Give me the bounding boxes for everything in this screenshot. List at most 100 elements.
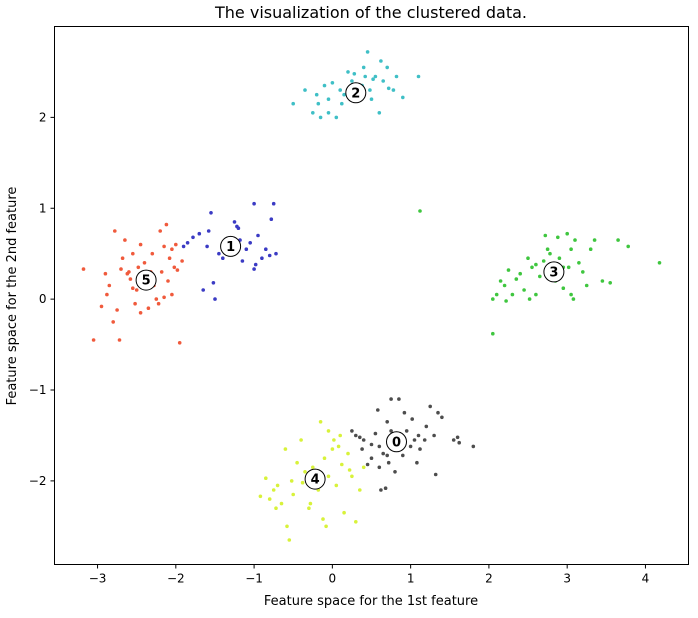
- cluster-4-point: [271, 488, 276, 492]
- cluster-5-point: [81, 267, 86, 271]
- cluster-2-point: [381, 79, 386, 83]
- cluster-1-point: [236, 226, 241, 230]
- cluster-3-point: [616, 238, 620, 242]
- cluster-4-point: [311, 465, 315, 470]
- cluster-3-point: [573, 238, 577, 242]
- cluster-3-point: [538, 274, 542, 279]
- cluster-2-point: [385, 65, 390, 70]
- cluster-3-point: [588, 247, 593, 251]
- cluster-3-point: [418, 209, 422, 213]
- cluster-1-point: [252, 267, 256, 271]
- cluster-0-center-label: 0: [392, 435, 401, 450]
- cluster-5-point: [91, 338, 96, 342]
- cluster-5-point: [162, 295, 166, 300]
- cluster-5-point: [111, 320, 115, 324]
- cluster-1-point: [221, 256, 225, 261]
- cluster-0-point: [410, 417, 415, 421]
- cluster-2-point: [401, 95, 405, 100]
- cluster-0-point: [428, 404, 433, 409]
- x-tick-label: 4: [642, 572, 650, 586]
- cluster-0-point: [376, 408, 380, 412]
- cluster-0-point: [408, 444, 413, 449]
- cluster-2-point: [394, 74, 399, 79]
- cluster-0-point: [436, 410, 440, 415]
- cluster-5-point: [113, 229, 117, 233]
- cluster-4-point: [283, 447, 288, 451]
- cluster-5-point: [172, 265, 177, 270]
- cluster-3-point: [592, 238, 597, 242]
- cluster-5-point: [167, 256, 172, 261]
- cluster-5-center-marker: [135, 269, 157, 291]
- cluster-3-point: [581, 270, 585, 274]
- cluster-3-point: [534, 292, 538, 297]
- cluster-5-point: [164, 222, 169, 227]
- y-tick-label: −2: [29, 474, 47, 488]
- cluster-5-point: [123, 238, 127, 242]
- cluster-4-point: [361, 465, 366, 470]
- chart-title: The visualization of the clustered data.: [214, 3, 527, 22]
- cluster-1-point: [264, 247, 268, 251]
- cluster-4-point: [346, 451, 350, 456]
- cluster-1-point: [213, 297, 217, 301]
- cluster-0-point: [393, 470, 397, 474]
- cluster-0-point: [401, 453, 405, 458]
- cluster-3-point: [556, 235, 560, 240]
- cluster-3-point: [541, 259, 546, 263]
- y-tick-label: 2: [39, 110, 47, 124]
- cluster-3-point: [502, 283, 507, 288]
- cluster-0-point: [418, 447, 422, 451]
- cluster-4-point: [300, 480, 305, 485]
- cluster-3-point: [548, 251, 552, 256]
- cluster-5-point: [107, 283, 112, 288]
- cluster-1-point: [206, 229, 211, 233]
- cluster-3-point: [526, 256, 530, 261]
- cluster-1-point: [271, 201, 276, 206]
- cluster-5-point: [156, 301, 161, 306]
- cluster-0-point: [379, 488, 383, 492]
- cluster-0-point: [354, 433, 358, 438]
- cluster-4-point: [258, 494, 263, 499]
- cluster-3-point: [565, 231, 569, 236]
- cluster-2-point: [318, 115, 323, 120]
- cluster-1-center-marker: [220, 235, 242, 257]
- cluster-3-point: [491, 297, 495, 301]
- cluster-0-point: [373, 431, 378, 436]
- cluster-4-point: [332, 438, 336, 442]
- cluster-4-point: [308, 501, 313, 506]
- cluster-0-point: [389, 429, 393, 433]
- cluster-2-point: [386, 86, 391, 91]
- cluster-3-point: [584, 283, 589, 288]
- cluster-0-point: [397, 397, 401, 401]
- y-axis-label: Feature space for the 2nd feature: [5, 187, 20, 406]
- cluster-4-point: [295, 460, 299, 465]
- cluster-3-point: [491, 331, 495, 336]
- cluster-0-point: [457, 440, 462, 445]
- cluster-0-point: [386, 460, 391, 465]
- cluster-4-point: [358, 488, 362, 492]
- cluster-1-point: [181, 244, 186, 249]
- cluster-4-point: [303, 470, 307, 474]
- cluster-5-point: [115, 308, 119, 312]
- cluster-0-point: [383, 486, 388, 491]
- cluster-0-point: [455, 435, 460, 440]
- cluster-0-point: [404, 429, 409, 433]
- plot-frame: [54, 26, 689, 565]
- cluster-3-point: [504, 299, 508, 303]
- cluster-2-point: [371, 77, 375, 81]
- cluster-0-point: [440, 415, 444, 420]
- cluster-5-point: [138, 242, 143, 247]
- cluster-2-point: [346, 70, 350, 74]
- y-tick-label: −1: [29, 383, 47, 397]
- cluster-1-point: [211, 281, 216, 285]
- cluster-3-point: [569, 247, 573, 251]
- cluster-5-point: [120, 256, 125, 261]
- cluster-1-point: [217, 251, 221, 256]
- cluster-1-point: [197, 231, 202, 236]
- cluster-2-point: [391, 88, 396, 92]
- cluster-2-point: [379, 59, 383, 63]
- cluster-2-point: [373, 74, 378, 79]
- x-axis-label: Feature space for the 1st feature: [264, 594, 478, 609]
- cluster-5-point: [142, 261, 147, 265]
- cluster-0-point: [402, 410, 407, 415]
- cluster-2-point: [291, 101, 296, 106]
